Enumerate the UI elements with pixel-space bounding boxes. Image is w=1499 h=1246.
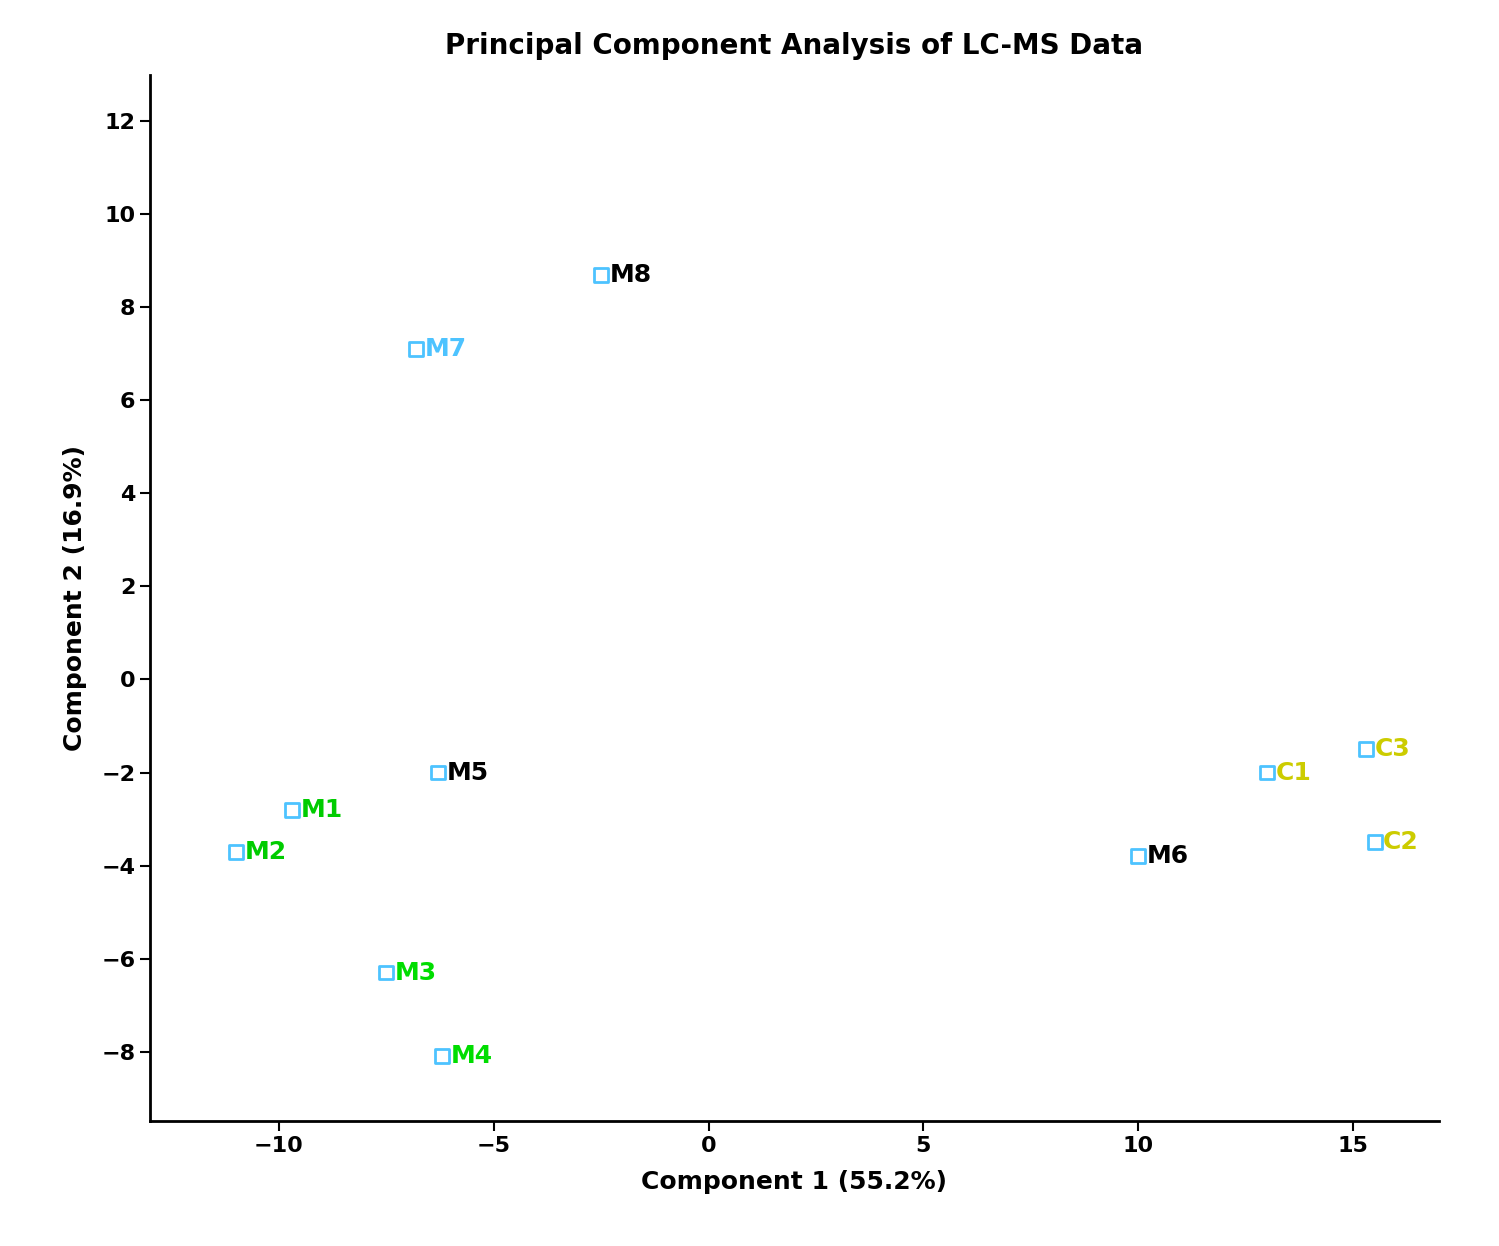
Text: M5: M5	[447, 760, 489, 785]
Text: C1: C1	[1276, 760, 1312, 785]
Text: M2: M2	[244, 840, 286, 863]
Y-axis label: Component 2 (16.9%): Component 2 (16.9%)	[63, 445, 87, 751]
Point	[375, 963, 399, 983]
Point	[589, 265, 613, 285]
Point	[426, 763, 450, 782]
Text: C3: C3	[1375, 738, 1411, 761]
Point	[280, 800, 304, 820]
Point	[1255, 763, 1279, 782]
Text: M4: M4	[451, 1044, 493, 1068]
Point	[405, 339, 429, 359]
Text: M7: M7	[424, 338, 468, 361]
Title: Principal Component Analysis of LC-MS Data: Principal Component Analysis of LC-MS Da…	[445, 32, 1144, 60]
Point	[430, 1047, 454, 1067]
Text: M3: M3	[394, 961, 438, 984]
Point	[1354, 739, 1378, 759]
Point	[1363, 832, 1387, 852]
Text: C2: C2	[1384, 830, 1420, 855]
Text: M1: M1	[300, 797, 343, 821]
Point	[223, 841, 247, 861]
Text: M8: M8	[610, 263, 652, 287]
X-axis label: Component 1 (55.2%): Component 1 (55.2%)	[642, 1170, 947, 1194]
Point	[1126, 846, 1150, 866]
Text: M6: M6	[1147, 845, 1189, 868]
